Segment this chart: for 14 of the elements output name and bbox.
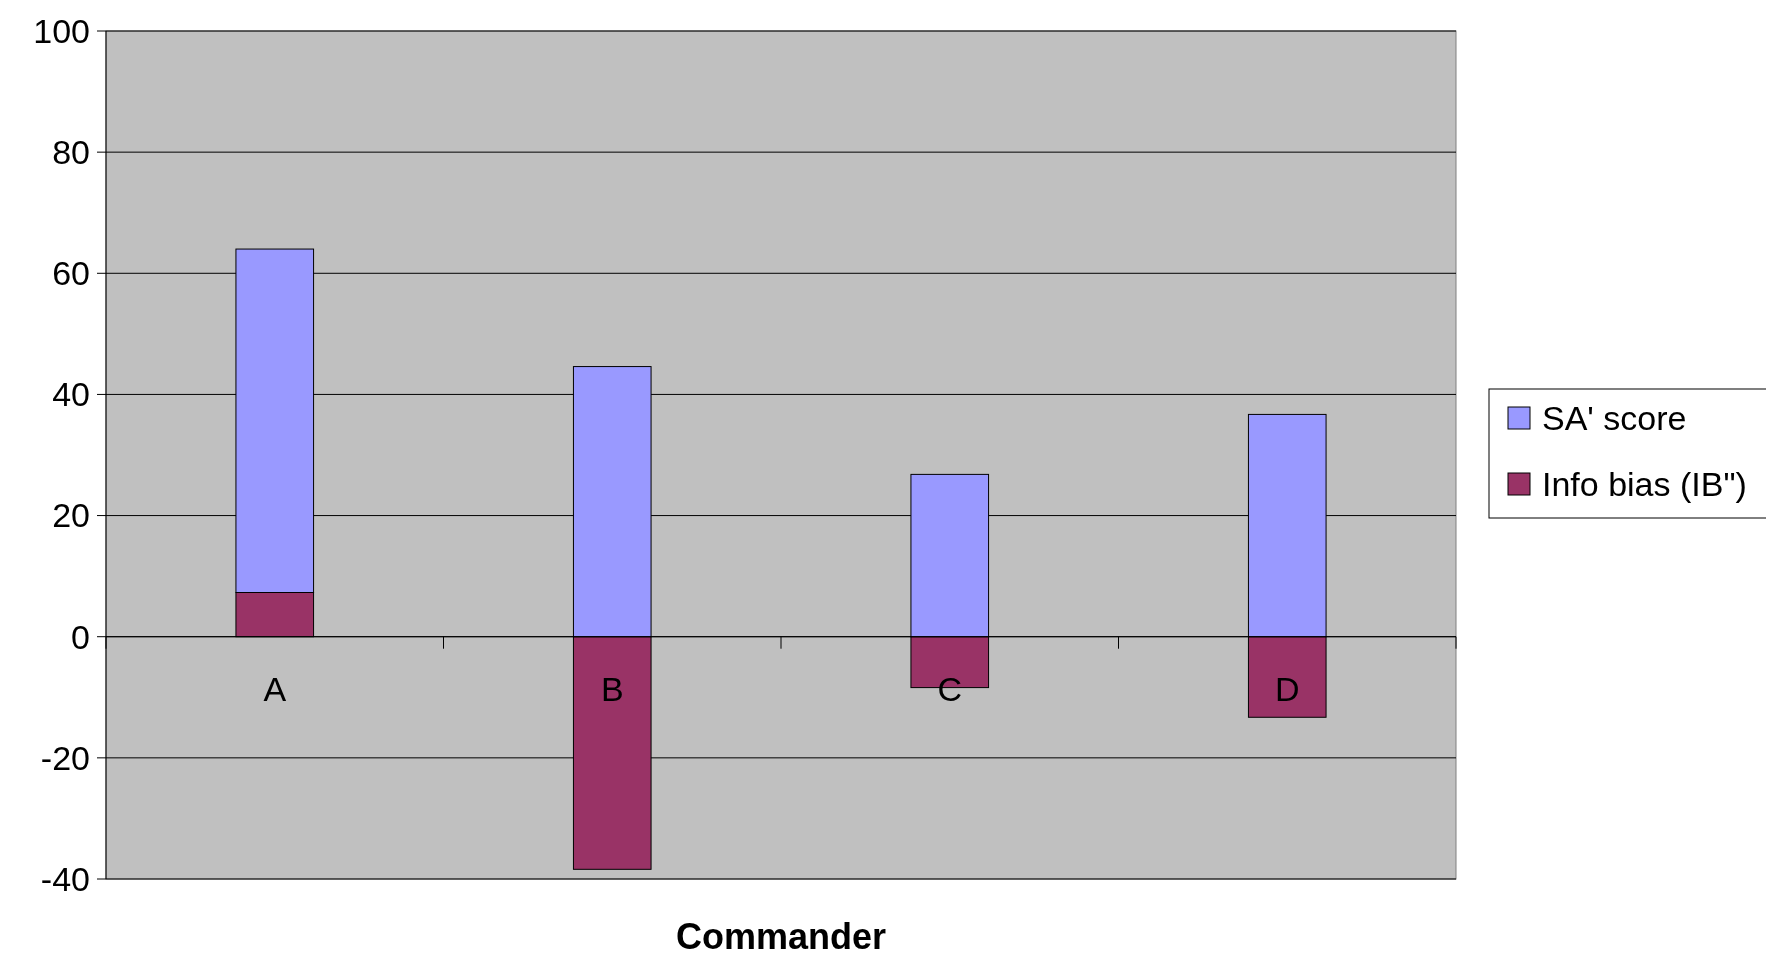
x-tick-label: B xyxy=(600,669,624,708)
x-tick-label: D xyxy=(1274,669,1300,708)
y-tick-label: -20 xyxy=(40,738,90,777)
y-tick-label: -40 xyxy=(40,859,90,898)
x-axis-title: Commander xyxy=(675,916,887,957)
y-tick-label: 20 xyxy=(52,496,90,535)
x-tick-label: A xyxy=(263,669,287,708)
y-tick-label: 60 xyxy=(52,254,90,293)
legend-label: SA' score xyxy=(1542,398,1687,437)
y-tick-label: 80 xyxy=(52,133,90,172)
y-tick-label: 100 xyxy=(33,11,90,50)
y-tick-label: 40 xyxy=(52,375,90,414)
y-tick-label: 0 xyxy=(71,617,90,656)
legend-label: Info bias (IB") xyxy=(1542,464,1747,503)
